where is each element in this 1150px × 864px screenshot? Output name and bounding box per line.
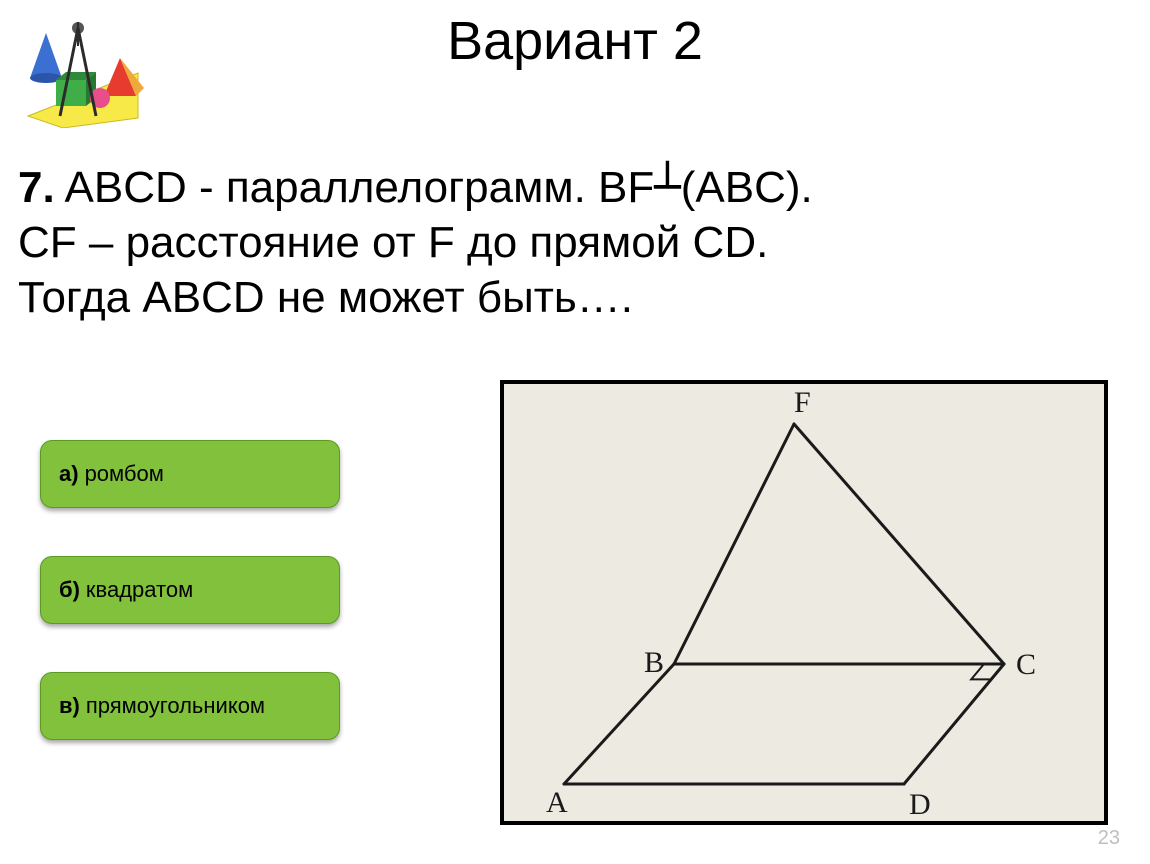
question-text: 7. ABCD - параллелограмм. BF┴(ABC). CF –…: [18, 160, 1118, 325]
svg-text:B: B: [644, 646, 664, 679]
geometry-diagram: A B C D F: [500, 380, 1108, 825]
slide-title: Вариант 2: [0, 0, 1150, 72]
question-line1a: ABCD - параллелограмм. BF: [55, 163, 655, 212]
svg-text:A: A: [546, 786, 568, 819]
svg-text:F: F: [794, 386, 811, 419]
page-number: 23: [1098, 827, 1120, 850]
answer-text: прямоугольником: [86, 693, 265, 719]
answer-text: ромбом: [85, 461, 164, 487]
answer-text: квадратом: [86, 577, 193, 603]
answer-option-a[interactable]: а) ромбом: [40, 440, 340, 508]
svg-text:C: C: [1016, 648, 1036, 681]
geometry-clipart-icon: [18, 18, 148, 128]
answer-option-b[interactable]: б) квадратом: [40, 556, 340, 624]
answer-letter: б): [59, 577, 80, 603]
question-line2: CF – расстояние от F до прямой CD.: [18, 218, 768, 267]
question-number: 7.: [18, 163, 55, 212]
answer-option-v[interactable]: в) прямоугольником: [40, 672, 340, 740]
answers-list: а) ромбом б) квадратом в) прямоугольнико…: [40, 440, 370, 788]
svg-text:D: D: [909, 788, 931, 821]
answer-letter: а): [59, 461, 79, 487]
question-line3: Тогда ABCD не может быть….: [18, 273, 633, 322]
question-line1b: (ABC).: [681, 163, 813, 212]
perpendicular-symbol: ┴: [654, 162, 681, 213]
answer-letter: в): [59, 693, 80, 719]
